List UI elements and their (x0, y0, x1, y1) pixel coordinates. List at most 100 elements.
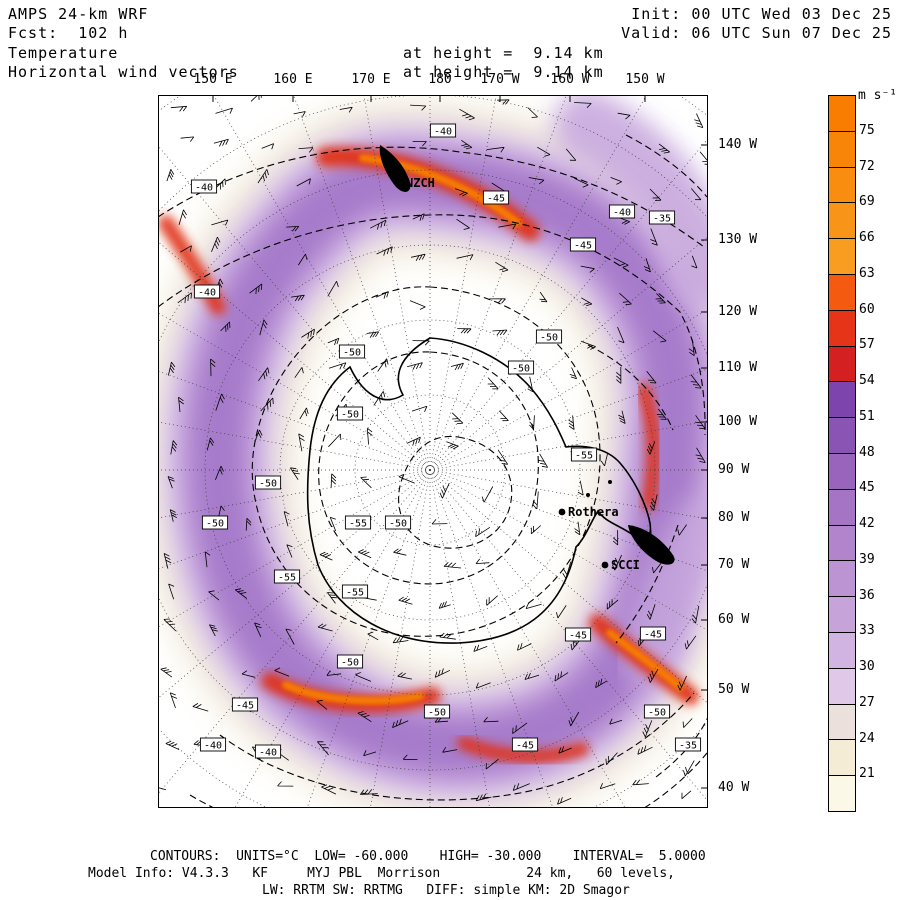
contour-label: -40 (193, 284, 221, 299)
contour-label: -40 (199, 737, 227, 752)
height-label-1: at height = 9.14 km (403, 44, 604, 62)
colorbar-segment (829, 96, 855, 132)
colorbar-tick-label: 21 (859, 766, 875, 782)
contour-label: -40 (190, 179, 218, 194)
contour-label: -50 (384, 515, 412, 530)
contour-label: -50 (507, 360, 535, 375)
contour-label: -55 (344, 515, 372, 530)
colorbar-segment (829, 382, 855, 419)
colorbar-segment (829, 453, 855, 490)
colorbar-tick-label: 30 (859, 659, 875, 674)
map-canvas: -40 -40 -40 -45 -45 -40 -35 -50 -50 -50 -50 -50 -55 -… (158, 95, 708, 808)
longitude-labels-right: 140 W 130 W 120 W 110 W 100 W 90 W 80 W 70 W 60 … (714, 95, 784, 808)
svg-text:-45: -45 (236, 701, 254, 712)
contour-label: -40 (429, 123, 457, 138)
svg-text:NZCH: NZCH (406, 176, 435, 190)
colorbar-segment (829, 418, 855, 454)
colorbar-segment (829, 131, 855, 168)
longitude-tick-label: 160 W (550, 72, 590, 87)
contour-label: -50 (254, 475, 282, 490)
longitude-tick-label: 150 W (625, 72, 665, 87)
svg-text:-40: -40 (434, 127, 452, 138)
colorbar-segment (829, 632, 855, 669)
height-label-2: at height = 9.14 km (403, 63, 604, 81)
svg-text:-50: -50 (341, 658, 359, 669)
svg-text:-45: -45 (574, 241, 592, 252)
svg-text:-50: -50 (648, 708, 666, 719)
colorbar-segment (829, 776, 855, 811)
contour-label: -35 (674, 737, 702, 752)
svg-text:-35: -35 (653, 214, 671, 225)
longitude-tick-label: 140 W (718, 137, 758, 152)
model-info: Model Info: V4.3.3 KF MYJ PBL Morrison 2… (88, 866, 675, 881)
contour-label: -50 (338, 344, 366, 359)
colorbar-segment (829, 561, 855, 598)
longitude-tick-label: 80 W (718, 510, 750, 525)
longitude-tick-label: 170 E (351, 72, 391, 87)
longitude-tick-label: 160 E (273, 72, 313, 87)
contour-label: -50 (535, 329, 563, 344)
contour-label: -50 (336, 654, 364, 669)
svg-text:-50: -50 (512, 364, 530, 375)
map-area: -40 -40 -40 -45 -45 -40 -35 -50 -50 -50 -50 -50 -55 -… (158, 95, 708, 808)
longitude-tick-label: 120 W (718, 304, 758, 319)
colorbar-tick-label: 54 (859, 373, 875, 388)
station-marker: Rothera (558, 505, 619, 519)
contour-info: CONTOURS: UNITS=°C LOW= -60.000 HIGH= -3… (150, 849, 706, 864)
svg-text:Rothera: Rothera (568, 505, 619, 519)
colorbar-tick-label: 39 (859, 551, 875, 567)
colorbar-tick-label: 72 (859, 158, 875, 174)
svg-text:-50: -50 (341, 410, 359, 421)
svg-text:-55: -55 (349, 519, 367, 530)
contour-label: -45 (569, 237, 597, 252)
svg-text:-40: -40 (259, 748, 277, 759)
colorbar-tick-label: 33 (859, 623, 875, 639)
colorbar-tick-label: 36 (859, 587, 875, 603)
colorbar-segment (829, 203, 855, 240)
longitude-tick-label: 150 E (193, 72, 233, 87)
forecast-hour: Fcst: 102 h (8, 24, 129, 42)
contour-label: -45 (482, 190, 510, 205)
svg-text:-50: -50 (259, 479, 277, 490)
colorbar-segment (829, 668, 855, 705)
svg-text:-50: -50 (343, 348, 361, 359)
svg-text:-35: -35 (679, 741, 697, 752)
colorbar-tick-label: 27 (859, 694, 875, 710)
svg-text:-40: -40 (613, 208, 631, 219)
station-marker: SCCI (601, 558, 640, 572)
contour-label: -55 (570, 447, 598, 462)
physics-info: LW: RRTM SW: RRTMG DIFF: simple KM: 2D S… (262, 883, 630, 898)
colorbar-tick-label: 69 (859, 194, 875, 210)
colorbar-tick-label: 45 (859, 480, 875, 496)
longitude-tick-label: 170 W (480, 72, 520, 87)
colorbar-tick-label: 63 (859, 265, 875, 281)
contour-label: -55 (341, 584, 369, 599)
longitude-tick-label: 100 W (718, 414, 758, 429)
contour-label: -45 (511, 737, 539, 752)
colorbar-segment (829, 239, 855, 275)
longitude-tick-label: 110 W (718, 360, 758, 375)
contour-label: -40 (608, 204, 636, 219)
model-name: AMPS 24-km WRF (8, 5, 149, 23)
colorbar-tick-label: 48 (859, 444, 875, 460)
colorbar-segment (829, 704, 855, 741)
svg-text:-50: -50 (389, 519, 407, 530)
colorbar-tick-label: 51 (859, 408, 875, 424)
contour-label: -50 (201, 515, 229, 530)
svg-text:-50: -50 (540, 333, 558, 344)
colorbar-tick-label: 42 (859, 516, 875, 531)
contour-label: -50 (423, 704, 451, 719)
init-time: Init: 00 UTC Wed 03 Dec 25 (631, 5, 892, 23)
colorbar-segment (829, 489, 855, 526)
valid-time: Valid: 06 UTC Sun 07 Dec 25 (621, 24, 892, 42)
svg-text:-40: -40 (195, 183, 213, 194)
svg-text:-55: -55 (346, 588, 364, 599)
svg-text:-40: -40 (204, 741, 222, 752)
station-marker: NZCH (396, 176, 435, 190)
svg-text:SCCI: SCCI (611, 558, 640, 572)
svg-text:-45: -45 (487, 194, 505, 205)
colorbar-segment (829, 346, 855, 383)
colorbar-tick-label: 60 (859, 301, 875, 317)
longitude-tick-label: 40 W (718, 780, 750, 795)
